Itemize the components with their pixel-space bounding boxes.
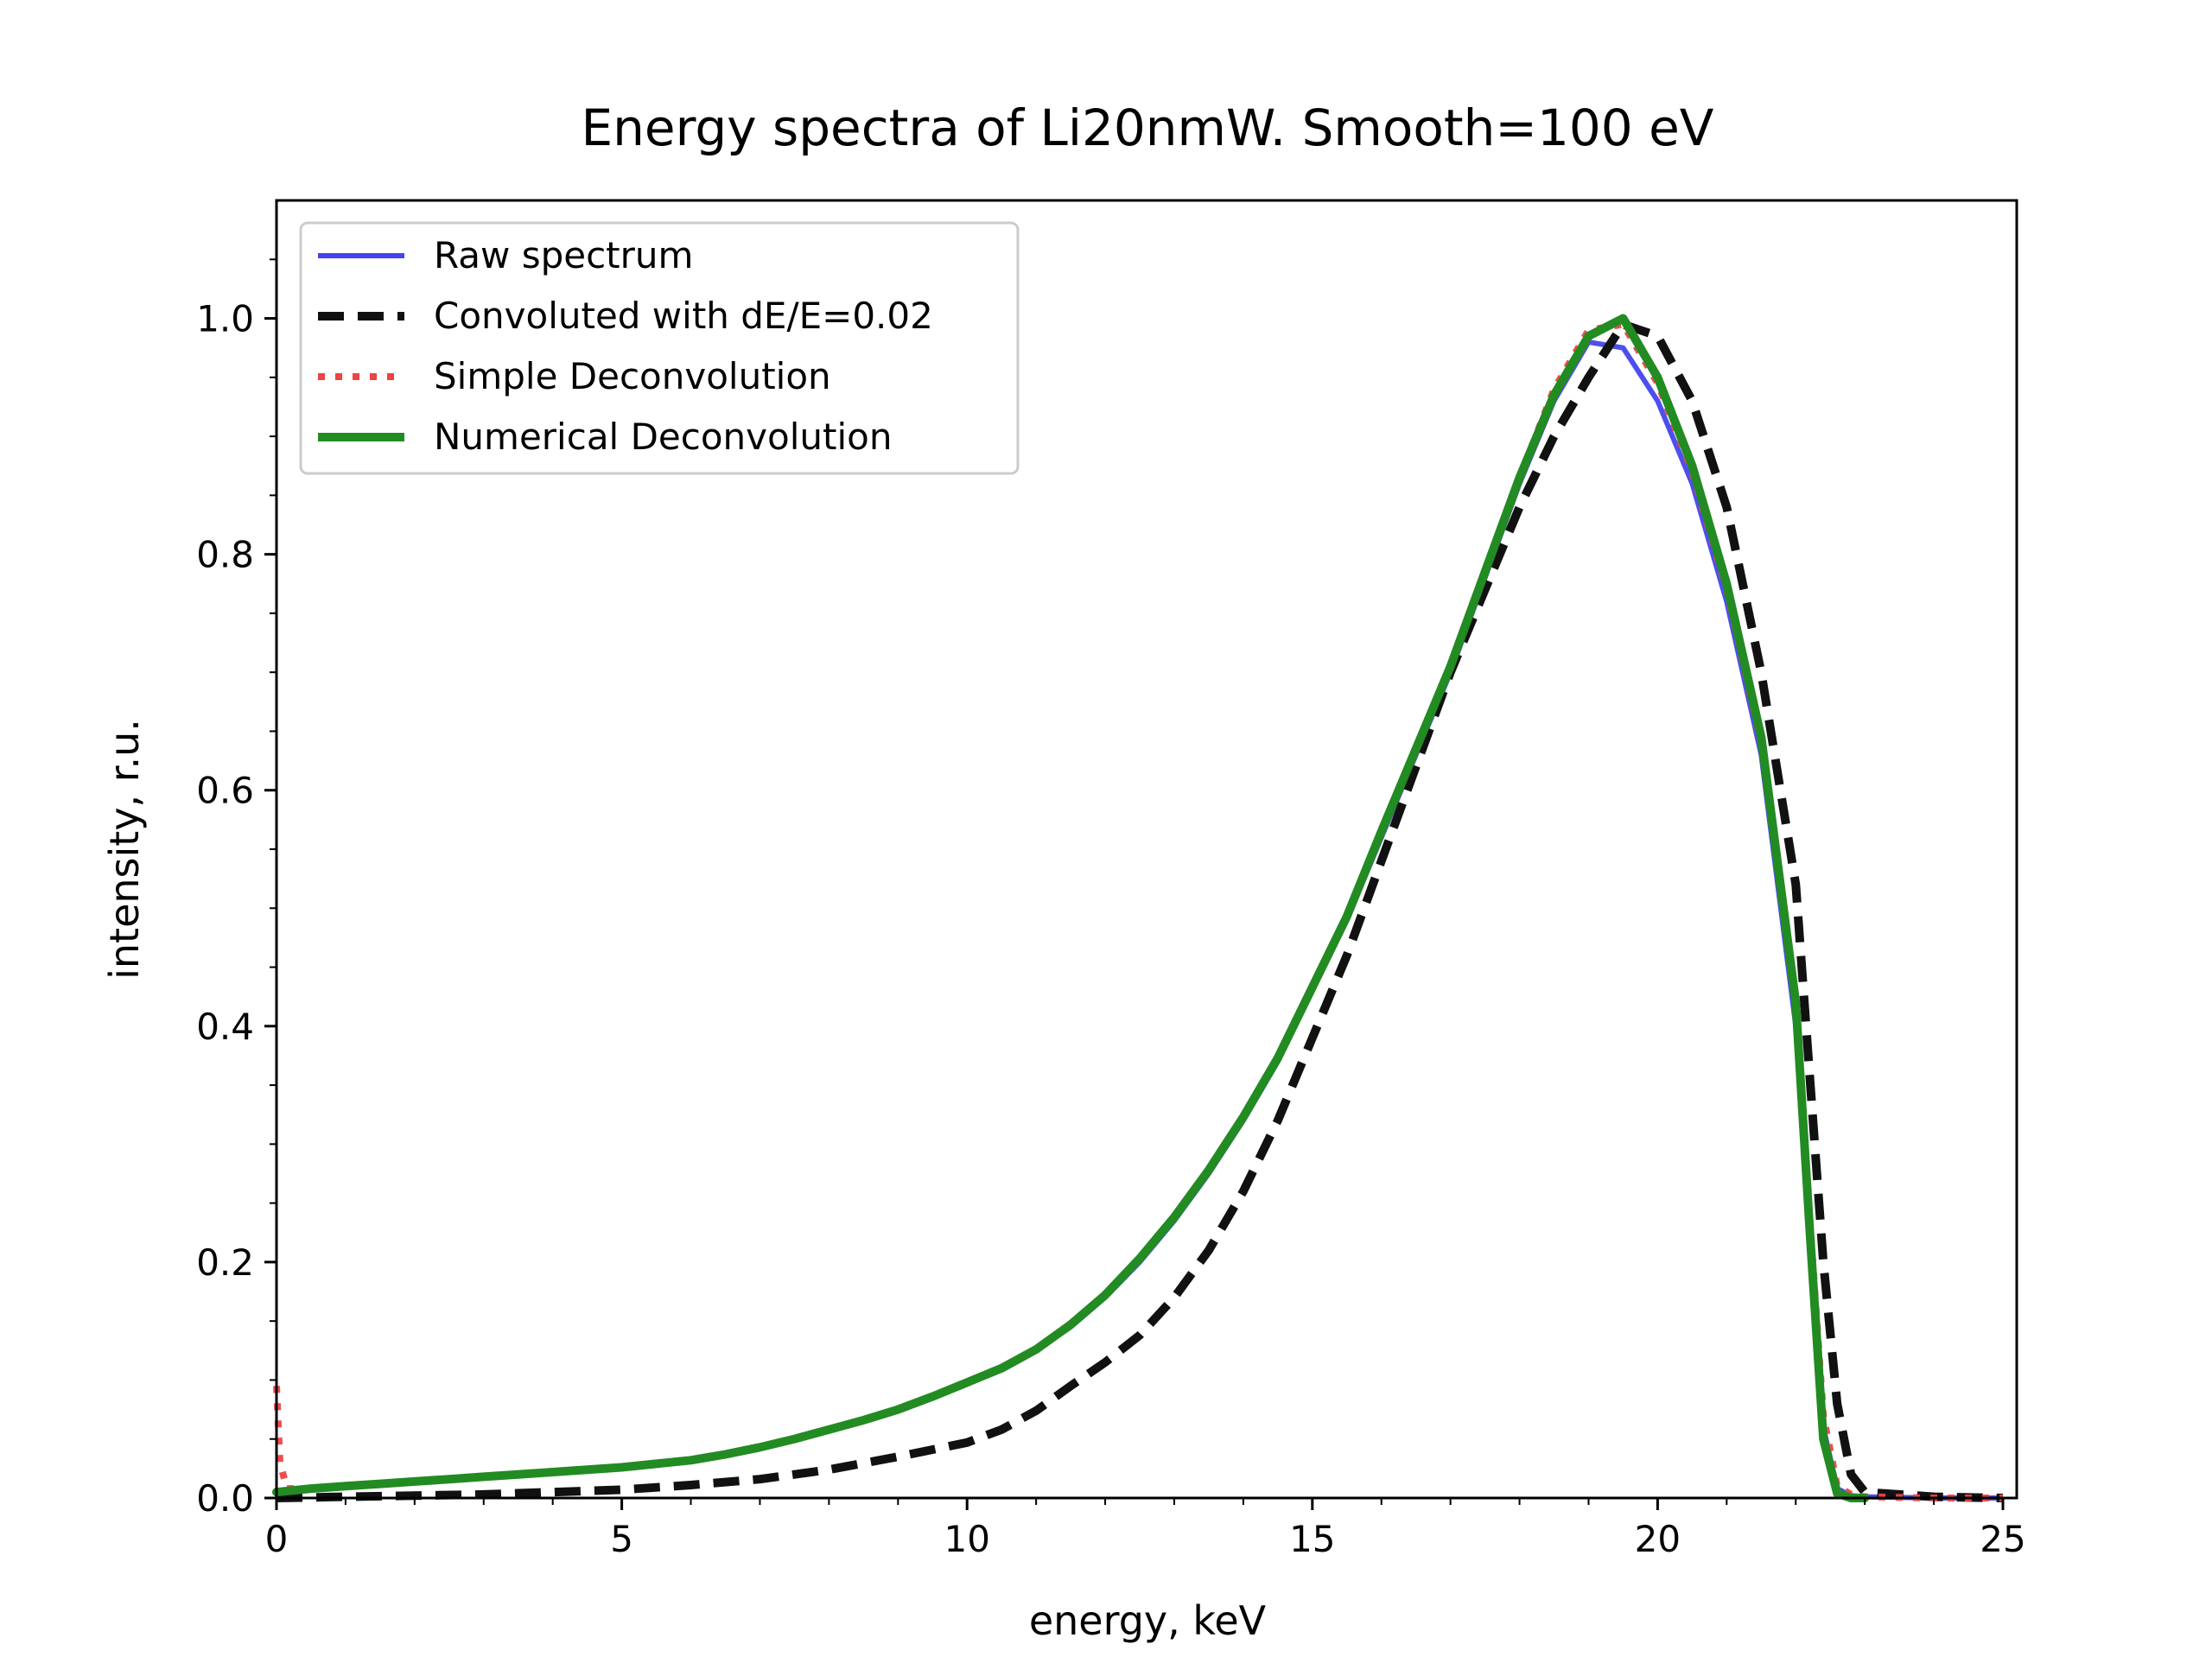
y-tick-label: 0.2 — [196, 1241, 254, 1284]
series-line-3 — [272, 314, 1870, 1502]
y-tick-label: 0.0 — [196, 1477, 254, 1520]
x-tick-label: 10 — [944, 1518, 989, 1560]
x-tick-label: 20 — [1635, 1518, 1681, 1560]
x-tick-label: 5 — [610, 1518, 633, 1560]
ticks-layer: 0 5 10 15 20 25 0.0 0.2 0.4 0.6 0.8 1.0 — [196, 258, 2026, 1560]
legend-label-0: Raw spectrum — [434, 234, 693, 276]
legend-label-3: Numerical Deconvolution — [434, 416, 892, 458]
legend: Raw spectrum Convoluted with dE/E=0.02 Sim… — [299, 221, 1020, 475]
series-layer — [272, 314, 2004, 1502]
y-tick-label: 0.6 — [196, 770, 254, 812]
legend-label-1: Convoluted with dE/E=0.02 — [434, 295, 933, 337]
y-axis-label: intensity, r.u. — [101, 719, 148, 980]
y-tick-label: 1.0 — [196, 298, 254, 340]
legend-label-2: Simple Deconvolution — [434, 355, 831, 397]
series-line-1 — [276, 320, 2004, 1502]
x-tick-label: 0 — [265, 1518, 289, 1560]
legend-box — [299, 221, 1020, 475]
chart-title: Energy spectra of Li20nmW. Smooth=100 eV — [582, 98, 1714, 157]
y-tick-label: 0.8 — [196, 534, 254, 576]
x-axis-label: energy, keV — [1029, 1597, 1267, 1644]
y-tick-label: 0.4 — [196, 1006, 254, 1048]
x-tick-label: 25 — [1980, 1518, 2025, 1560]
legend-entries: Raw spectrum Convoluted with dE/E=0.02 Sim… — [318, 234, 933, 458]
x-tick-label: 15 — [1289, 1518, 1335, 1560]
